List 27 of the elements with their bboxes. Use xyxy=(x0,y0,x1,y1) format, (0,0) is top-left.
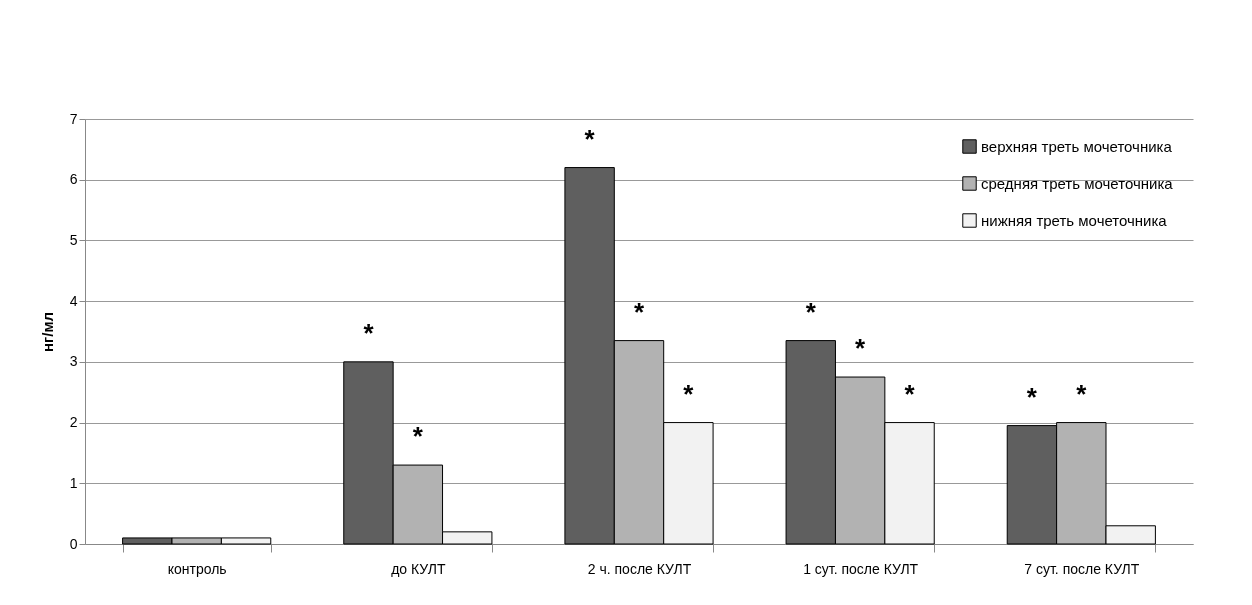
y-tick-label: 7 xyxy=(69,110,78,127)
data-label: * xyxy=(805,296,817,327)
legend-label: верхняя треть мочеточника xyxy=(981,137,1173,155)
legend-label: нижняя треть мочеточника xyxy=(981,211,1168,229)
x-tick-label: 2 ч. после КУЛТ xyxy=(587,560,692,577)
legend-label: средняя треть мочеточника xyxy=(981,174,1174,192)
x-tick-label: до КУЛТ xyxy=(391,560,446,577)
y-tick-label: 1 xyxy=(69,474,78,491)
x-tick-label: 7 сут. после КУЛТ xyxy=(1024,560,1140,577)
data-label: * xyxy=(363,317,375,348)
y-tick-label: 6 xyxy=(69,171,78,188)
data-label: * xyxy=(412,421,424,452)
y-tick-label: 0 xyxy=(69,535,78,552)
y-tick-label: 4 xyxy=(69,292,78,309)
x-tick-label: 1 сут. после КУЛТ xyxy=(803,560,919,577)
data-label: * xyxy=(633,296,645,327)
data-label: * xyxy=(683,378,695,409)
y-tick-label: 2 xyxy=(69,414,78,431)
data-label: * xyxy=(1026,381,1038,412)
data-label: * xyxy=(855,333,867,364)
data-label: * xyxy=(584,123,596,154)
data-label: * xyxy=(1076,378,1088,409)
x-tick-label: контроль xyxy=(167,560,227,577)
y-tick-label: 5 xyxy=(69,231,78,248)
y-tick-label: 3 xyxy=(69,353,78,370)
y-axis-title: нг/мл xyxy=(38,311,56,353)
data-label: * xyxy=(904,378,916,409)
